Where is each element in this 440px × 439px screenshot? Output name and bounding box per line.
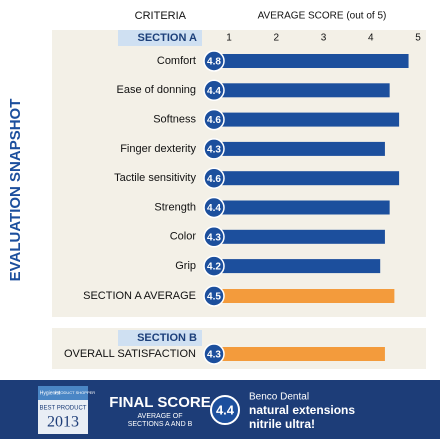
- score-circle: [203, 138, 225, 160]
- value-label: 4.2: [207, 262, 221, 273]
- value-label: 4.8: [207, 57, 221, 68]
- badge-top: [38, 386, 88, 400]
- bar: [222, 259, 381, 274]
- brand: Benco Dental: [249, 392, 309, 403]
- final-score-badge: [210, 395, 240, 425]
- x-tick-label: 5: [415, 33, 421, 44]
- bar: [222, 112, 400, 127]
- row-label: Comfort: [157, 55, 196, 67]
- badge-text: Hygienist: [40, 390, 61, 396]
- badge-text: PRODUCT SHOPPER: [55, 390, 95, 395]
- bar: [222, 54, 409, 68]
- side-title: EVALUATION SNAPSHOT: [7, 99, 24, 282]
- score-circle: [203, 167, 225, 189]
- row-label: SECTION A AVERAGE: [83, 290, 196, 302]
- score-circle: [203, 108, 225, 131]
- value-label: 4.3: [207, 350, 221, 361]
- x-tick-label: 4: [368, 33, 374, 44]
- x-tick-label: 1: [226, 33, 232, 44]
- badge-text: BEST PRODUCT: [40, 406, 87, 412]
- bar: [222, 83, 390, 98]
- value-label: 4.6: [207, 174, 221, 185]
- final-score-note: AVERAGE OF: [138, 413, 183, 420]
- bar: [222, 200, 390, 215]
- bar: [222, 229, 385, 244]
- row-label: Strength: [154, 201, 196, 213]
- value-label: 4.3: [207, 232, 221, 243]
- final-score-title: FINAL SCORE: [109, 394, 210, 411]
- score-circle: [203, 255, 225, 277]
- section-header: SECTION A: [138, 32, 198, 44]
- value-label: 4.4: [207, 86, 221, 97]
- final-score-note: SECTIONS A AND B: [128, 421, 193, 428]
- row-label: Grip: [175, 260, 196, 272]
- score-circle: [203, 343, 225, 365]
- product: nitrile ultra!: [249, 417, 315, 431]
- badge-year: 2013: [47, 414, 79, 431]
- bar: [222, 171, 400, 186]
- score-circle: [203, 226, 225, 248]
- category-header: CRITERIA: [135, 10, 187, 22]
- score-circle: [203, 79, 225, 102]
- row-label: Tactile sensitivity: [114, 172, 196, 184]
- score-circle: [203, 285, 225, 307]
- final-score: 4.4: [216, 402, 235, 417]
- value-header: AVERAGE SCORE (out of 5): [258, 11, 387, 22]
- value-label: 4.5: [207, 292, 221, 303]
- section-a-highlight: [118, 30, 202, 46]
- bar: [222, 141, 385, 156]
- score-circle: [203, 196, 225, 219]
- value-label: 4.6: [207, 115, 221, 126]
- row-label: Ease of donning: [116, 84, 196, 96]
- product: natural extensions: [249, 403, 355, 417]
- x-tick-label: 3: [321, 33, 327, 44]
- x-tick-label: 2: [273, 33, 279, 44]
- row-label: Finger dexterity: [120, 143, 196, 155]
- value-label: 4.4: [207, 203, 221, 214]
- score-circle: [203, 50, 225, 72]
- bar: [222, 289, 395, 303]
- section-header: SECTION B: [137, 332, 197, 344]
- section-b-highlight: [118, 330, 202, 346]
- value-label: 4.3: [207, 145, 221, 156]
- row-label: Softness: [153, 114, 196, 126]
- row-label: OVERALL SATISFACTION: [64, 348, 196, 360]
- bar: [222, 347, 385, 361]
- row-label: Color: [170, 231, 197, 243]
